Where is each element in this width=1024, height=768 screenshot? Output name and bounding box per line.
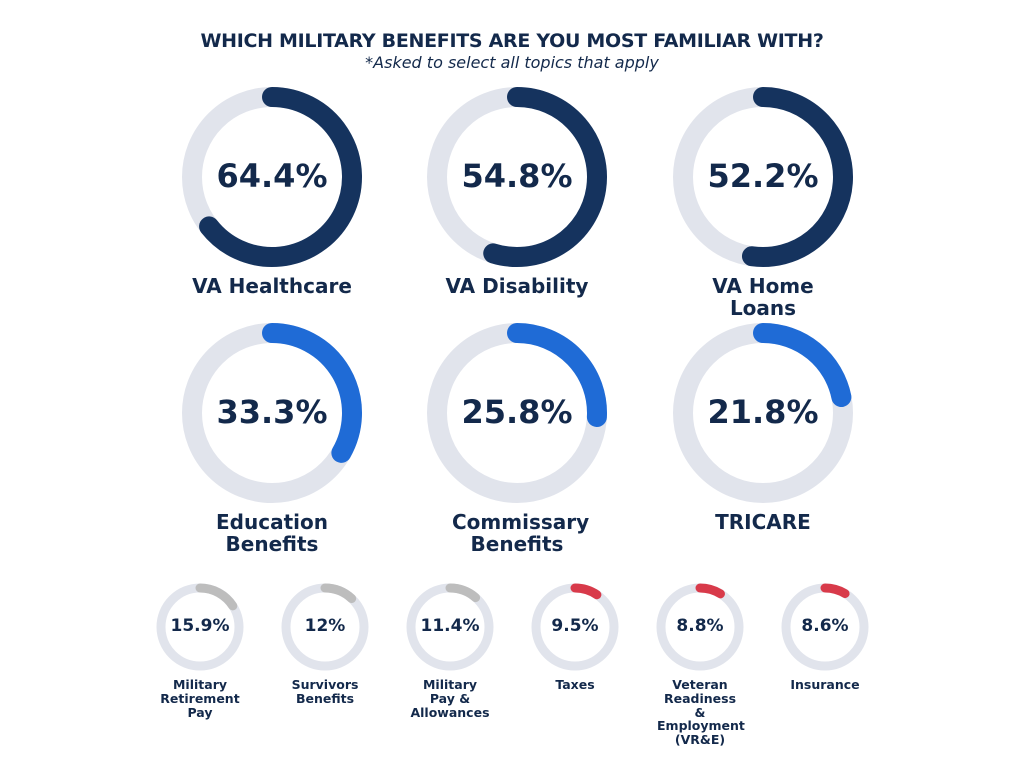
donut-chart: 33.3% bbox=[172, 313, 372, 513]
donut-arc bbox=[507, 323, 607, 428]
donut-label: Insurance bbox=[790, 677, 860, 692]
donut-value: 64.4% bbox=[216, 157, 328, 196]
donut-chart: 64.4% bbox=[172, 77, 372, 277]
donut-arc bbox=[262, 323, 362, 463]
chart-title: WHICH MILITARY BENEFITS ARE YOU MOST FAM… bbox=[200, 30, 824, 52]
donut-label: VA Healthcare bbox=[192, 274, 352, 298]
donut-chart: 21.8% bbox=[663, 313, 863, 513]
donut-value: 21.8% bbox=[707, 393, 819, 432]
donut-arc bbox=[199, 87, 362, 267]
donut-arc bbox=[445, 583, 481, 603]
donut-arc bbox=[753, 323, 852, 408]
donut-label: Survivors Benefits bbox=[291, 677, 359, 706]
donut-value: 25.8% bbox=[461, 393, 573, 432]
donut-chart: 9.5% bbox=[527, 579, 623, 675]
donut-value: 54.8% bbox=[461, 157, 573, 196]
donut-value: 8.8% bbox=[676, 616, 724, 637]
donut-value: 15.9% bbox=[170, 616, 230, 637]
donut-arc bbox=[570, 583, 602, 600]
donut-value: 12% bbox=[304, 616, 346, 637]
donut-chart: 25.8% bbox=[417, 313, 617, 513]
donut-label: Veteran Readiness & Employment (VR&E) bbox=[657, 677, 745, 747]
donut-arc bbox=[820, 583, 850, 599]
donut-chart: 12% bbox=[277, 579, 373, 675]
donut-label: Education Benefits bbox=[216, 510, 328, 556]
donut-arc bbox=[483, 87, 607, 267]
donut-chart: 8.8% bbox=[652, 579, 748, 675]
donut-label: TRICARE bbox=[715, 510, 811, 534]
donut-arc bbox=[695, 583, 725, 599]
donut-arc bbox=[195, 583, 238, 611]
donut-value: 33.3% bbox=[216, 393, 328, 432]
donut-chart: 52.2% bbox=[663, 77, 863, 277]
donut-chart: 15.9% bbox=[152, 579, 248, 675]
donut-label: Taxes bbox=[555, 677, 595, 692]
donut-label: VA Home Loans bbox=[712, 274, 814, 320]
donut-arc bbox=[320, 583, 357, 604]
donut-arc bbox=[741, 87, 853, 267]
donut-label: VA Disability bbox=[445, 274, 589, 298]
donut-chart: 8.6% bbox=[777, 579, 873, 675]
donut-chart: 54.8% bbox=[417, 77, 617, 277]
donut-value: 8.6% bbox=[801, 616, 849, 637]
donut-label: Commissary Benefits bbox=[452, 510, 590, 556]
chart-subtitle: *Asked to select all topics that apply bbox=[365, 53, 659, 72]
donut-label: Military Retirement Pay bbox=[160, 677, 240, 720]
donut-chart: 11.4% bbox=[402, 579, 498, 675]
donut-value: 9.5% bbox=[551, 616, 599, 637]
donut-label: Military Pay & Allowances bbox=[410, 677, 490, 720]
donut-value: 52.2% bbox=[707, 157, 819, 196]
donut-value: 11.4% bbox=[420, 616, 480, 637]
